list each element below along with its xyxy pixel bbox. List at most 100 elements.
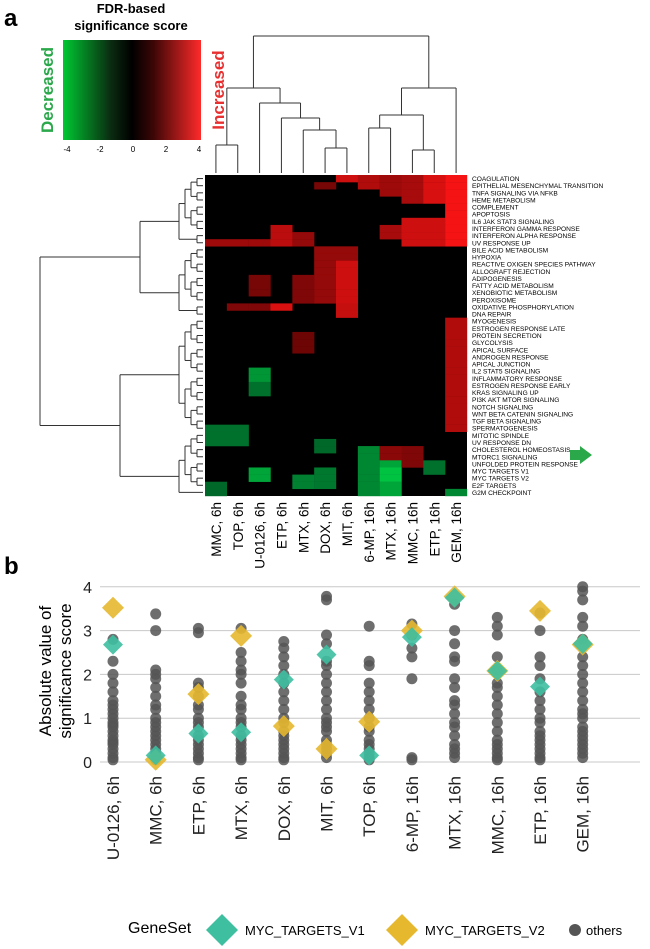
- heatmap-cell: [248, 303, 271, 311]
- others-point: [491, 682, 503, 694]
- heatmap-cell: [445, 410, 468, 418]
- x-tick-label: 6-MP, 16h: [403, 776, 422, 852]
- heatmap-row-label: MTORC1 SIGNALING: [472, 454, 537, 461]
- color-scale-tick: 4: [197, 145, 202, 154]
- heatmap-row-label: INTERFERON ALPHA RESPONSE: [472, 233, 577, 240]
- others-point: [577, 668, 589, 680]
- heatmap-column-label: MMC, 16h: [405, 502, 420, 564]
- heatmap-cell: [314, 481, 337, 490]
- heatmap-row-label: UV RESPONSE UP: [472, 240, 531, 247]
- heatmap-cell: [292, 274, 315, 283]
- others-point: [577, 686, 589, 698]
- heatmap-row-label: FATTY ACID METABOLISM: [472, 283, 554, 290]
- heatmap-cell: [445, 224, 468, 233]
- heatmap-cell: [423, 224, 446, 233]
- others-point: [278, 660, 290, 672]
- legend-v1-label: MYC_TARGETS_V1: [245, 923, 365, 938]
- heatmap-row-label: APOPTOSIS: [472, 212, 511, 219]
- legend-others-dot: [569, 924, 581, 936]
- heatmap-cell: [248, 274, 271, 283]
- heatmap-cell: [248, 367, 271, 375]
- heatmap-cell: [445, 339, 468, 347]
- heatmap-cell: [401, 453, 424, 461]
- others-point: [534, 703, 546, 715]
- heatmap-column-label: GEM, 16h: [449, 502, 464, 563]
- heatmap-cell: [379, 182, 402, 190]
- others-point: [278, 686, 290, 698]
- heatmap-row-label: NOTCH SIGNALING: [472, 404, 533, 411]
- heatmap-cell: [357, 446, 380, 454]
- heatmap-column-label: MMC, 6h: [209, 502, 224, 557]
- heatmap-cell: [270, 239, 293, 247]
- x-tick-label: U-0126, 6h: [104, 776, 123, 860]
- heatmap-cell: [292, 346, 315, 354]
- heatmap-cell: [423, 175, 446, 183]
- heatmap-cell: [379, 467, 402, 475]
- heatmap-cell: [205, 431, 228, 440]
- heatmap-row-label: GLYCOLYSIS: [472, 340, 513, 347]
- myc-v2-point: [230, 624, 253, 647]
- heatmap-cell: [357, 175, 380, 183]
- heatmap-row-label: XENOBIOTIC METABOLISM: [472, 290, 557, 297]
- heatmap-cell: [445, 210, 468, 218]
- heatmap-cell: [292, 481, 315, 490]
- heatmap-row-label: APICAL SURFACE: [472, 347, 529, 354]
- heatmap-cell: [336, 253, 359, 261]
- heatmap-cell: [314, 267, 337, 276]
- others-point: [491, 717, 503, 729]
- myc-v1-point: [188, 723, 209, 744]
- heatmap-cell: [205, 481, 228, 490]
- others-point: [107, 686, 119, 698]
- myc-v2-point: [272, 715, 295, 738]
- others-point: [278, 695, 290, 707]
- others-point: [449, 721, 461, 733]
- y-tick-label: 4: [83, 580, 92, 597]
- heatmap-column-labels: MMC, 6h TOP, 6h U-0126, 6h ETP, 6h MTX, 6h DO…: [209, 502, 464, 569]
- scatter-points: [102, 581, 594, 771]
- others-point: [491, 725, 503, 737]
- heatmap-cell: [445, 360, 468, 368]
- others-point: [577, 620, 589, 632]
- heatmap-cell: [445, 374, 468, 383]
- others-point: [192, 627, 204, 639]
- heatmap-cell: [445, 346, 468, 354]
- heatmap-cell: [226, 424, 249, 432]
- heatmap-cell: [423, 182, 446, 190]
- myc-v2-point: [315, 737, 338, 760]
- heatmap-cell: [379, 446, 402, 454]
- heatmap-cell: [401, 224, 424, 233]
- others-point: [449, 752, 461, 764]
- heatmap-cell: [445, 175, 468, 183]
- others-point: [577, 611, 589, 623]
- heatmap-cell: [314, 474, 337, 482]
- y-tick-label: 3: [83, 624, 92, 641]
- legend-title-line2: significance score: [74, 18, 187, 33]
- heatmap-cell: [401, 217, 424, 226]
- myc-v1-point: [444, 587, 465, 608]
- x-tick-label: MTX, 16h: [446, 776, 465, 850]
- myc-v1-point: [231, 722, 252, 743]
- color-scale-tick: 2: [164, 145, 169, 154]
- heatmap-row-label: MYC TARGETS V1: [472, 469, 529, 476]
- x-tick-label: ETP, 6h: [189, 776, 208, 835]
- heatmap-row-label: PROTEIN SECRETION: [472, 333, 542, 340]
- others-point: [577, 585, 589, 597]
- heatmap-row-label: INFLAMMATORY RESPONSE: [472, 376, 563, 383]
- heatmap-cell: [248, 474, 271, 482]
- myc-v1-point: [145, 745, 166, 766]
- heatmap-cell: [423, 217, 446, 226]
- heatmap-cell: [379, 175, 402, 183]
- y-tick-label: 0: [83, 755, 92, 772]
- heatmap-cell: [336, 246, 359, 254]
- heatmap-cell: [445, 182, 468, 190]
- x-tick-label: MMC, 16h: [488, 776, 507, 854]
- others-point: [321, 725, 332, 737]
- others-point: [321, 668, 332, 680]
- others-point: [449, 730, 461, 742]
- x-tick-label: DOX, 6h: [275, 776, 294, 841]
- heatmap-row-label: COMPLEMENT: [472, 205, 519, 212]
- others-point: [150, 703, 162, 715]
- heatmap-cell: [248, 282, 271, 290]
- heatmap-row-label: HYPOXIA: [472, 255, 502, 262]
